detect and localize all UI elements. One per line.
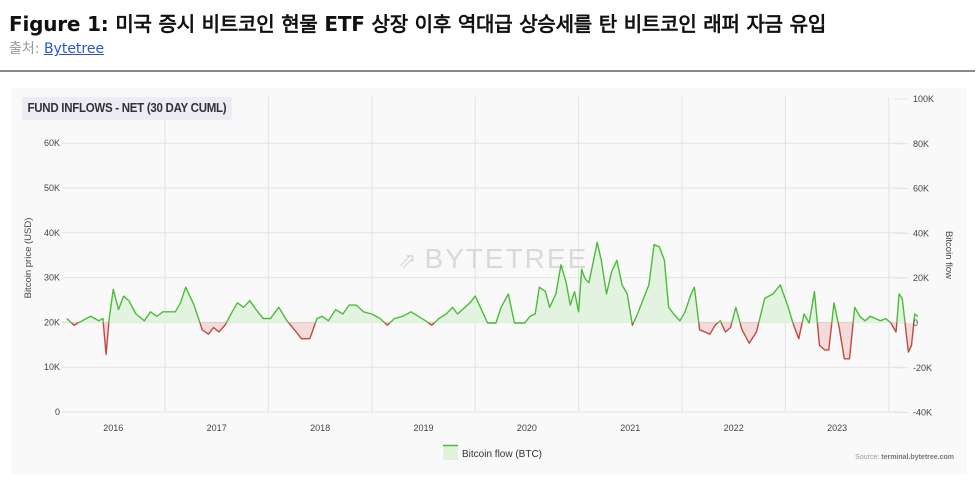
right-tick-label: 20K bbox=[913, 273, 929, 283]
inflow-line bbox=[225, 299, 290, 324]
right-tick-label: 0 bbox=[913, 318, 918, 328]
inflow-line bbox=[77, 315, 104, 324]
inflow-area bbox=[108, 287, 200, 323]
x-tick-label: 2020 bbox=[517, 423, 537, 433]
inflow-area bbox=[315, 305, 385, 323]
outflow-line bbox=[288, 322, 317, 340]
outflow-line bbox=[720, 322, 733, 333]
inflow-line bbox=[314, 304, 386, 324]
inflow-line bbox=[896, 293, 906, 324]
x-tick-label: 2022 bbox=[724, 423, 744, 433]
outflow-area bbox=[740, 323, 759, 344]
right-axis-title: Bitcoin flow bbox=[943, 231, 954, 279]
x-tick-label: 2021 bbox=[620, 423, 640, 433]
outflow-area bbox=[200, 323, 227, 335]
inflow-line bbox=[66, 317, 73, 324]
outflow-line bbox=[904, 322, 915, 353]
watermark: ⇗ BYTETREE bbox=[398, 243, 588, 274]
left-tick-label: 40K bbox=[44, 228, 60, 238]
outflow-line bbox=[792, 322, 803, 340]
x-tick-label: 2016 bbox=[103, 423, 123, 433]
outflow-area bbox=[905, 323, 914, 353]
outflow-line bbox=[199, 322, 227, 335]
inflow-area bbox=[758, 284, 793, 323]
left-tick-label: 20K bbox=[44, 317, 60, 327]
outflow-area bbox=[838, 323, 854, 359]
inflow-area bbox=[78, 316, 104, 323]
outflow-line bbox=[102, 322, 110, 356]
inflow-line bbox=[758, 284, 794, 324]
outflow-area bbox=[721, 323, 732, 332]
left-tick-label: 10K bbox=[44, 362, 60, 372]
outflow-area bbox=[793, 323, 803, 339]
outflow-line bbox=[837, 322, 854, 360]
source-label: 출처: bbox=[9, 41, 44, 57]
left-tick-label: 0 bbox=[55, 407, 60, 417]
outflow-line bbox=[890, 322, 898, 333]
right-tick-label: 100K bbox=[913, 94, 934, 104]
left-axis-ticks: 0 10K 20K 30K 40K 50K 60K bbox=[44, 138, 60, 417]
left-tick-label: 50K bbox=[44, 183, 60, 193]
left-tick-label: 30K bbox=[44, 273, 60, 283]
source-line: 출처: Bytetree bbox=[9, 38, 104, 58]
figure-title: Figure 1: 미국 증시 비트코인 현물 ETF 상장 이후 역대급 상승… bbox=[9, 12, 827, 36]
outflow-line bbox=[428, 322, 435, 326]
outflow-area bbox=[817, 323, 832, 350]
legend-swatch bbox=[443, 445, 458, 460]
x-tick-label: 2019 bbox=[413, 423, 433, 433]
inflow-line bbox=[731, 306, 741, 324]
left-axis-title: Bitcoin price (USD) bbox=[23, 218, 34, 299]
inflow-line bbox=[632, 243, 700, 324]
outflow-line bbox=[71, 322, 79, 326]
chart-source-note: Source: terminal.bytetree.com bbox=[855, 454, 954, 461]
inflow-line bbox=[913, 313, 919, 324]
chart-badge-title: FUND INFLOWS - NET (30 DAY CUML) bbox=[22, 97, 232, 120]
outflow-line bbox=[816, 322, 833, 351]
inflow-line bbox=[389, 311, 430, 324]
chart-card bbox=[11, 88, 967, 474]
source-link[interactable]: Bytetree bbox=[43, 41, 105, 57]
inflow-area bbox=[389, 311, 429, 323]
inflow-line bbox=[831, 302, 839, 324]
watermark-arrow-icon: ⇗ bbox=[398, 248, 418, 273]
outflow-line bbox=[384, 322, 391, 326]
inflow-area bbox=[434, 242, 632, 323]
legend-label: Bitcoin flow (BTC) bbox=[462, 449, 542, 460]
divider bbox=[0, 70, 975, 72]
right-axis-ticks: -40K -20K 0 20K 40K 60K 80K 100K bbox=[913, 94, 934, 418]
inflow-area bbox=[731, 307, 741, 323]
right-tick-label: -20K bbox=[913, 363, 932, 373]
x-tick-label: 2017 bbox=[207, 423, 227, 433]
outflow-line bbox=[698, 322, 719, 335]
right-tick-label: 80K bbox=[913, 139, 929, 149]
inflow-line bbox=[801, 290, 819, 324]
right-tick-label: -40K bbox=[913, 408, 932, 418]
left-tick-label: 60K bbox=[44, 138, 60, 148]
flow-line bbox=[66, 241, 919, 360]
inflow-line bbox=[108, 286, 201, 324]
outflow-line bbox=[631, 322, 635, 326]
inflow-line bbox=[717, 320, 722, 324]
x-axis-ticks: 2016 2017 2018 2019 2020 2021 2022 2023 bbox=[103, 423, 847, 433]
right-tick-label: 60K bbox=[913, 184, 929, 194]
inflow-line bbox=[433, 241, 633, 324]
right-tick-label: 40K bbox=[913, 228, 929, 238]
inflow-line bbox=[852, 306, 892, 324]
legend[interactable]: Bitcoin flow (BTC) bbox=[443, 444, 542, 460]
outflow-area bbox=[288, 323, 316, 339]
outflow-line bbox=[739, 322, 760, 344]
x-tick-label: 2023 bbox=[827, 423, 847, 433]
x-tick-label: 2018 bbox=[310, 423, 330, 433]
